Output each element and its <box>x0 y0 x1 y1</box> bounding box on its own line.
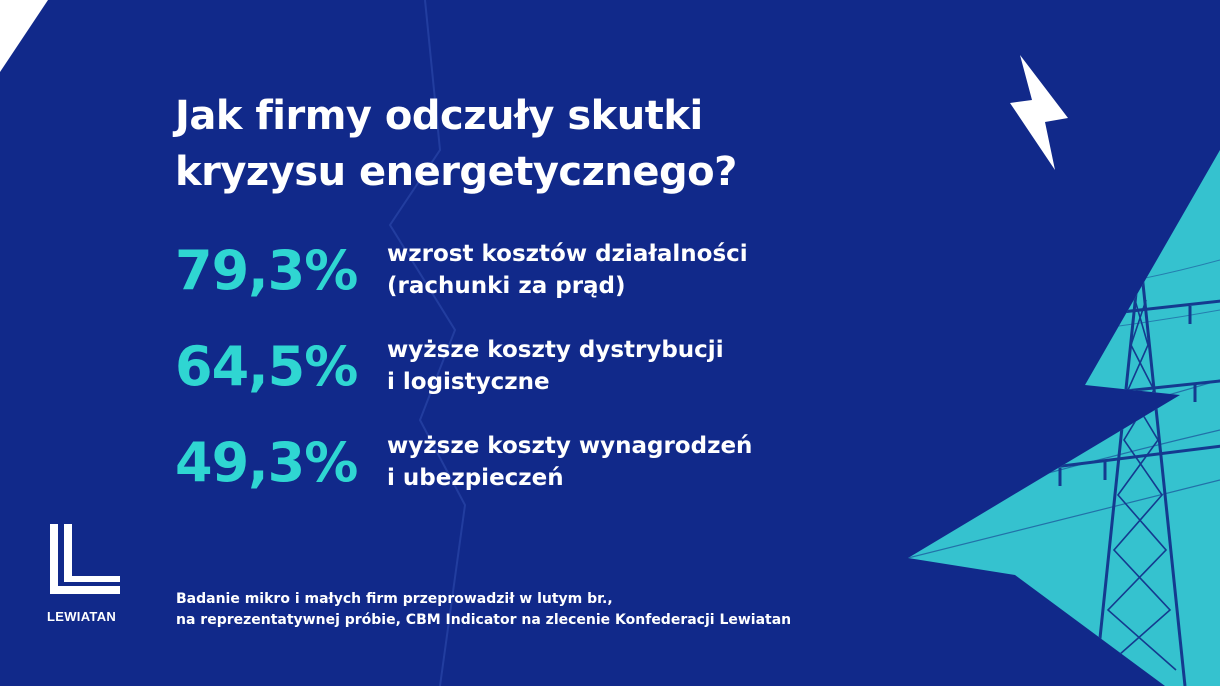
stat-percent: 49,3% <box>175 431 358 494</box>
lightning-icon <box>1010 55 1068 170</box>
stat-description-line-2: i ubezpieczeń <box>387 465 564 491</box>
stat-description: wzrost kosztów działalności (rachunki za… <box>387 238 748 302</box>
stat-description: wyższe koszty wynagrodzeń i ubezpieczeń <box>387 430 752 494</box>
stat-description-line-2: (rachunki za prąd) <box>387 273 626 299</box>
stat-description: wyższe koszty dystrybucji i logistyczne <box>387 334 724 398</box>
stat-row: 79,3% wzrost kosztów działalności (rachu… <box>175 236 895 326</box>
stat-description-line-1: wzrost kosztów działalności <box>387 241 748 267</box>
logo-wordmark: LEWIATAN <box>47 609 117 624</box>
stat-description-line-1: wyższe koszty wynagrodzeń <box>387 433 753 459</box>
footnote-line-2: na reprezentatywnej próbie, CBM Indicato… <box>176 612 792 628</box>
stat-description-line-1: wyższe koszty dystrybucji <box>387 337 724 363</box>
stat-percent: 79,3% <box>175 239 358 302</box>
stat-row: 49,3% wyższe koszty wynagrodzeń i ubezpi… <box>175 428 895 518</box>
tower-bolt-image <box>908 150 1220 686</box>
faint-bolt-outline <box>388 0 467 686</box>
footnote-line-1: Badanie mikro i małych firm przeprowadzi… <box>176 591 613 607</box>
lewiatan-logo-icon <box>50 524 120 594</box>
page-title: Jak firmy odczuły skutki kryzysu energet… <box>175 88 737 200</box>
stat-row: 64,5% wyższe koszty dystrybucji i logist… <box>175 332 895 422</box>
footnote: Badanie mikro i małych firm przeprowadzi… <box>176 589 791 631</box>
stat-description-line-2: i logistyczne <box>387 369 550 395</box>
stat-percent: 64,5% <box>175 335 358 398</box>
title-line-2: kryzysu energetycznego? <box>175 149 737 195</box>
title-line-1: Jak firmy odczuły skutki <box>175 93 703 139</box>
corner-shape <box>0 0 48 72</box>
